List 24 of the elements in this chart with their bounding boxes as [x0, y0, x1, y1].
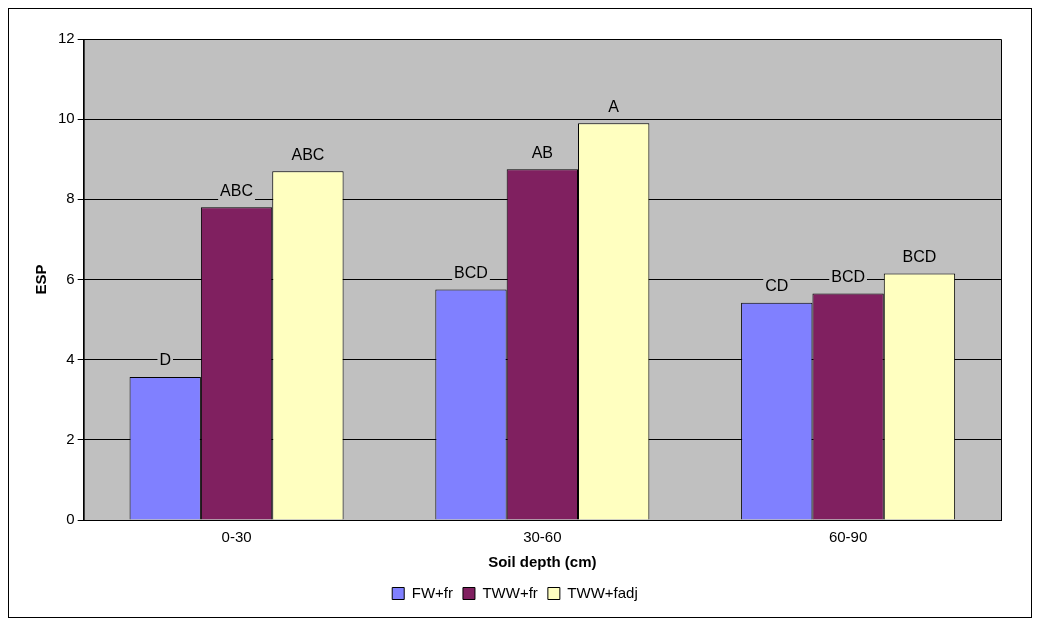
legend-label: TWW+fr — [482, 583, 538, 601]
data-label: ABC — [291, 145, 325, 163]
y-tick-label: 2 — [66, 429, 75, 447]
y-tick-label: 8 — [66, 189, 75, 207]
x-axis-title: Soil depth (cm) — [488, 553, 597, 571]
data-label: AB — [531, 143, 554, 161]
data-label: CD — [765, 277, 789, 295]
data-label: A — [608, 97, 620, 115]
legend-label: TWW+fadj — [567, 583, 638, 601]
x-tick-label: 0-30 — [221, 528, 252, 546]
legend-label: FW+fr — [411, 583, 453, 601]
y-axis-title: ESP — [32, 264, 50, 295]
x-tick-label: 30-60 — [523, 528, 562, 546]
data-label: BCD — [902, 247, 937, 265]
y-tick-label: 0 — [66, 510, 75, 528]
data-label: BCD — [831, 267, 865, 285]
data-label: ABC — [220, 181, 254, 199]
y-tick-label: 12 — [58, 29, 75, 47]
data-label: D — [159, 351, 171, 369]
data-label: BCD — [454, 263, 488, 281]
y-tick-label: 4 — [66, 349, 75, 367]
y-tick-label: 10 — [58, 109, 75, 127]
y-tick-label: 6 — [66, 269, 75, 287]
x-tick-label: 60-90 — [828, 528, 868, 546]
